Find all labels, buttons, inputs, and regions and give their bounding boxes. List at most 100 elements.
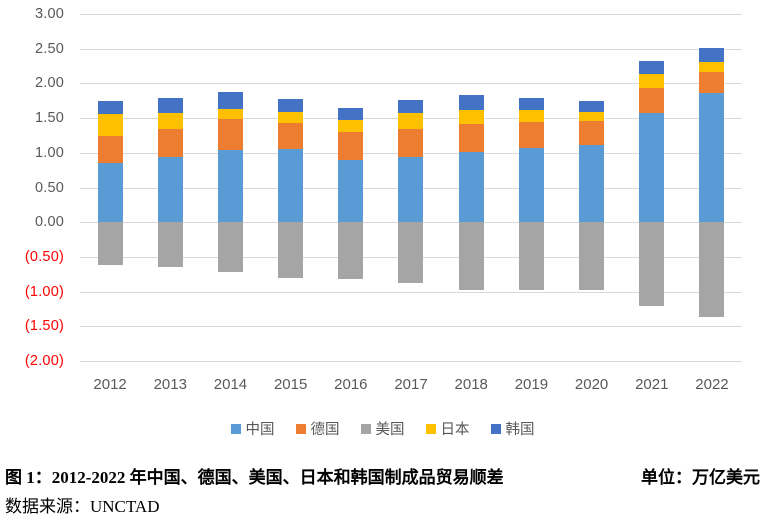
bar-segment-korea-2016 [338,108,364,121]
y-axis-tick-label: 2.00 [34,75,64,92]
bar-segment-china-2014 [217,150,243,223]
bar-segment-korea-2012 [97,101,123,114]
bar-column-2014 [200,14,260,361]
bar-segment-usa-2022 [699,222,725,317]
bar-segment-japan-2012 [97,113,123,137]
bar-column-2015 [261,14,321,361]
legend-item-china: 中国 [230,418,275,439]
bar-segment-japan-2018 [458,109,484,125]
x-axis-tick-label: 2014 [213,376,248,393]
bar-segment-usa-2016 [338,222,364,280]
bar-segment-usa-2020 [579,222,605,290]
bar-segment-japan-2013 [157,112,183,129]
bar-column-2016 [321,14,381,361]
legend-item-germany: 德国 [295,418,340,439]
x-axis-tick-label: 2018 [454,376,488,393]
bar-segment-china-2019 [518,147,544,223]
x-axis-tick-label: 2013 [153,376,187,393]
bar-segment-usa-2021 [639,222,665,307]
y-axis-tick-label: 1.50 [34,110,64,127]
bar-segment-japan-2014 [217,109,243,120]
bar-segment-china-2021 [639,113,665,223]
x-axis-tick-label: 2020 [574,376,609,393]
bar-column-2013 [140,14,200,361]
legend-label-japan: 日本 [440,422,470,438]
y-axis-tick-label: (0.50) [24,248,64,265]
bar-segment-usa-2013 [157,222,183,267]
bar-segment-germany-2013 [157,128,183,157]
legend-marker-china [230,423,241,434]
legend-item-japan: 日本 [425,418,470,439]
legend-label-korea: 韩国 [505,422,535,438]
bar-segment-korea-2013 [157,97,183,113]
y-axis-tick-label: 0.50 [34,179,64,196]
bar-segment-korea-2021 [639,61,665,75]
bar-segment-germany-2021 [639,87,665,114]
bar-segment-china-2016 [338,159,364,223]
legend-marker-korea [490,423,501,434]
bar-segment-korea-2017 [398,100,424,114]
bar-segment-germany-2015 [278,122,304,149]
bar-column-2018 [441,14,501,361]
bar-segment-germany-2012 [97,136,123,164]
gridline [80,83,742,85]
bar-segment-korea-2015 [278,98,304,112]
legend-label-usa: 美国 [375,422,405,438]
chart-legend: 中国 德国 美国 日本 韩国 [0,418,765,439]
bar-segment-china-2015 [278,148,304,223]
x-axis-tick-label: 2016 [334,376,368,393]
bar-segment-usa-2015 [278,222,304,278]
bar-segment-china-2018 [458,152,484,223]
y-axis-tick-label: 1.00 [34,144,64,161]
bar-segment-usa-2014 [217,222,243,273]
bar-segment-korea-2020 [579,101,605,112]
y-axis-tick-label: (2.00) [24,353,64,369]
bar-segment-korea-2022 [699,48,725,62]
gridline [80,326,742,328]
gridline [80,361,742,362]
bar-column-2012 [80,14,140,361]
y-axis-tick-label: 0.00 [34,214,64,231]
bar-segment-korea-2018 [458,94,484,110]
bar-segment-usa-2018 [458,222,484,290]
legend-marker-usa [360,423,371,434]
bar-segment-china-2020 [579,145,605,223]
bar-segment-germany-2017 [398,129,424,157]
x-axis-tick-labels: 2012 2013 2014 2015 2016 2017 2018 2019 2020 2021… [80,374,742,396]
bar-segment-china-2022 [699,93,725,223]
bar-segment-china-2012 [97,163,123,223]
x-axis-tick-label: 2021 [635,376,669,393]
x-axis-tick-label: 2017 [394,376,428,393]
bar-column-2017 [381,14,441,361]
bar-segment-china-2017 [398,156,424,223]
bar-segment-japan-2020 [579,111,605,121]
gridline [80,291,742,293]
caption-row: 图 1：2012-2022 年中国、德国、美国、日本和韩国制成品贸易顺差 单位：… [0,466,765,490]
bar-column-2020 [561,14,621,361]
bar-segment-japan-2021 [639,74,665,88]
data-source-label: 数据来源：UNCTAD [5,497,160,516]
x-axis-tick-label: 2022 [695,376,729,393]
figure-caption: 图 1：2012-2022 年中国、德国、美国、日本和韩国制成品贸易顺差 [5,468,504,487]
gridline [80,48,742,50]
bar-segment-korea-2019 [518,97,544,111]
bar-segment-japan-2019 [518,110,544,122]
x-axis-tick-label: 2019 [514,376,549,393]
bar-segment-japan-2022 [699,61,725,73]
legend-marker-japan [425,423,436,434]
bar-segment-germany-2019 [518,121,544,148]
legend-label-china: 中国 [245,422,275,438]
bar-column-2022 [682,14,742,361]
bar-segment-japan-2017 [398,113,424,130]
bar-segment-japan-2015 [278,111,304,123]
legend-marker-germany [295,423,306,434]
bar-segment-usa-2019 [518,222,544,290]
bar-segment-korea-2014 [217,91,243,110]
y-axis-tick-label: (1.50) [24,318,64,335]
bar-segment-germany-2020 [579,120,605,146]
bar-segment-germany-2014 [217,119,243,151]
bar-column-2021 [622,14,682,361]
x-axis-tick-label: 2015 [273,376,308,393]
bar-segment-germany-2016 [338,131,364,160]
